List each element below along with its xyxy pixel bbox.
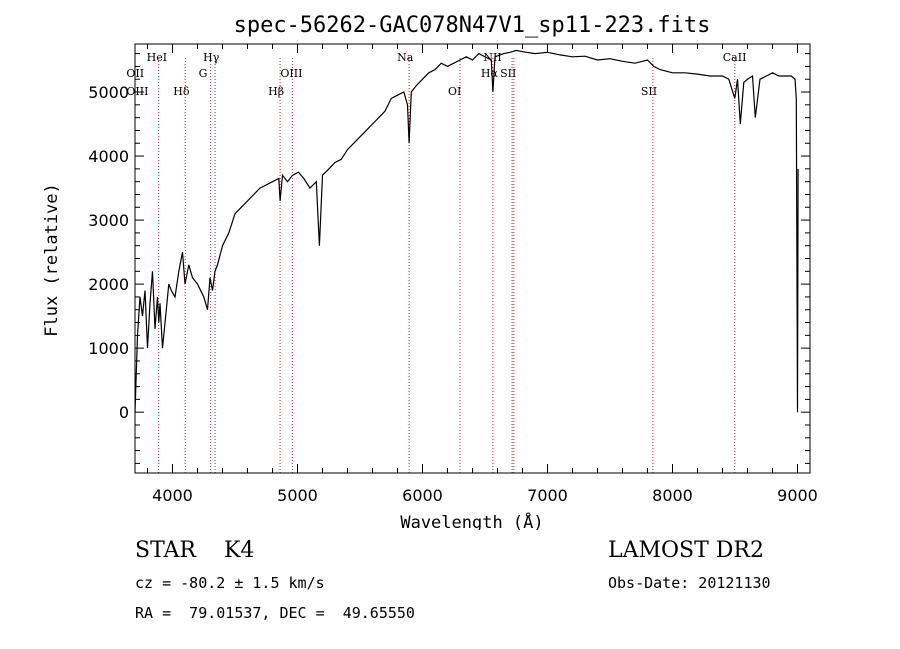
survey-label: LAMOST DR2 bbox=[608, 538, 764, 563]
x-tick-label: 5000 bbox=[277, 486, 318, 505]
line-marker-label: SII bbox=[641, 85, 657, 98]
chart-title: spec-56262-GAC078N47V1_sp11-223.fits bbox=[234, 13, 711, 38]
line-marker-label: OIII bbox=[280, 67, 302, 80]
coordinates-label: RA = 79.01537, DEC = 49.65550 bbox=[135, 604, 415, 622]
line-marker-label: Hβ bbox=[268, 85, 284, 98]
redshift-label: cz = -80.2 ± 1.5 km/s bbox=[135, 574, 325, 592]
plot-frame bbox=[134, 43, 811, 474]
line-marker-label: NII bbox=[483, 51, 501, 64]
line-marker-label: Hα bbox=[481, 67, 499, 80]
line-marker-label: Hδ bbox=[173, 85, 190, 98]
x-axis-ticks: 4000 5000 6000 7000 8000 9000 bbox=[147, 44, 818, 505]
y-tick-label: 5000 bbox=[88, 83, 129, 102]
line-marker-label: Na bbox=[397, 51, 414, 64]
line-marker-label: Hγ bbox=[203, 51, 220, 64]
line-marker-label: OIII bbox=[126, 85, 148, 98]
y-tick-label: 1000 bbox=[88, 339, 129, 358]
y-axis-ticks: 0 1000 2000 3000 4000 5000 bbox=[88, 53, 810, 464]
x-tick-label: 6000 bbox=[402, 486, 443, 505]
y-axis-label: Flux (relative) bbox=[42, 183, 62, 337]
line-marker-label: CaII bbox=[723, 51, 747, 64]
x-tick-label: 4000 bbox=[152, 486, 193, 505]
line-marker-label: SII bbox=[500, 67, 516, 80]
x-axis-label: Wavelength (Å) bbox=[400, 511, 543, 530]
y-tick-label: 4000 bbox=[88, 147, 129, 166]
line-markers bbox=[158, 58, 736, 473]
spectrum-series bbox=[134, 49, 799, 413]
x-tick-label: 7000 bbox=[527, 486, 568, 505]
line-marker-label: HeI bbox=[147, 51, 167, 64]
spectrum-chart: spec-56262-GAC078N47V1_sp11-223.fits HeI… bbox=[42, 13, 818, 530]
y-tick-label: 0 bbox=[119, 403, 129, 422]
obs-date-label: Obs-Date: 20121130 bbox=[608, 574, 771, 592]
y-tick-label: 2000 bbox=[88, 275, 129, 294]
x-tick-label: 9000 bbox=[777, 486, 818, 505]
y-tick-label: 3000 bbox=[88, 211, 129, 230]
x-tick-label: 8000 bbox=[652, 486, 693, 505]
classification-label: STAR K4 bbox=[135, 538, 255, 563]
line-marker-label: G bbox=[199, 67, 208, 80]
spectrum-line bbox=[134, 49, 799, 413]
line-marker-label: OI bbox=[448, 85, 461, 98]
